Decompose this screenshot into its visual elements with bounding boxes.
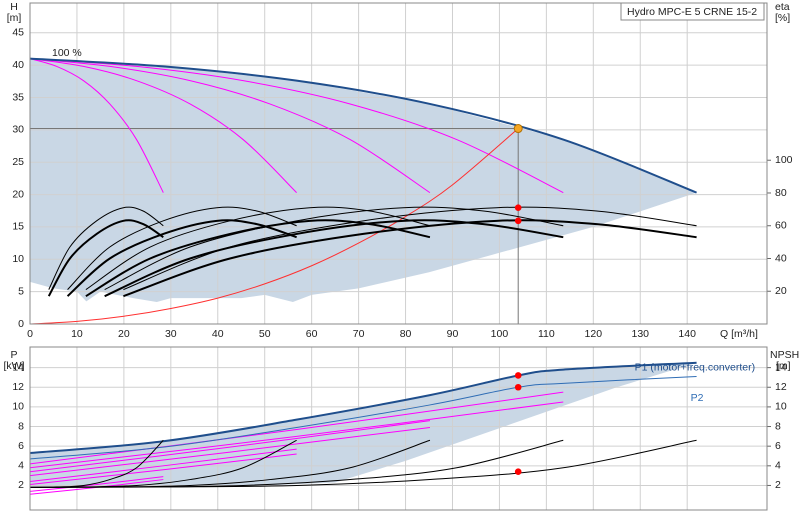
annotation: 100 %	[52, 47, 82, 59]
x-tick-label: 60	[306, 328, 318, 340]
x-tick-label: 80	[400, 328, 412, 340]
curve	[29, 439, 697, 488]
title-box	[620, 2, 765, 21]
y2-tick-label: 40	[775, 252, 787, 264]
operating-point	[514, 383, 522, 391]
x-tick-label: 140	[678, 328, 696, 340]
curve	[123, 219, 697, 298]
y2-tick-label: 2	[775, 479, 781, 491]
plot-layer: 0 10 20 30 40 50 60 70 80 90 100 110 120 130 140 0 5 10 15…	[12, 2, 793, 511]
x-tick-label: 130	[631, 328, 649, 340]
operating-range	[30, 58, 697, 302]
y2-tick-label: 10	[775, 401, 787, 413]
y-tick-label: 30	[12, 124, 24, 136]
x-tick-label: 20	[118, 328, 130, 340]
curve	[67, 206, 297, 290]
x-tick-label: 70	[353, 328, 365, 340]
chart-title: Hydro MPC-E 5 CRNE 15-2	[627, 6, 757, 18]
curve	[104, 219, 564, 298]
y2-axis-label: eta	[775, 1, 790, 13]
curve	[66, 219, 297, 297]
y-axis-label: H	[10, 1, 18, 13]
plot-frame	[29, 346, 768, 511]
y-axis-unit: [kW]	[4, 360, 25, 372]
y-tick-label: 0	[18, 318, 24, 330]
curve	[29, 375, 697, 460]
y-tick-label: 2	[18, 479, 24, 491]
operating-point	[514, 217, 522, 225]
operating-point	[514, 204, 522, 212]
y-tick-label: 25	[12, 156, 24, 168]
curve	[29, 361, 697, 455]
curve	[29, 448, 297, 483]
x-tick-label: 40	[212, 328, 224, 340]
y-tick-label: 6	[18, 440, 24, 452]
plot-frame	[29, 2, 768, 325]
y-tick-label: 20	[12, 188, 24, 200]
series-label: P2	[691, 392, 704, 404]
y-tick-label: 12	[12, 381, 24, 393]
operating-point	[514, 372, 522, 379]
y2-tick-label: 8	[775, 420, 781, 432]
y-tick-label: 15	[12, 221, 24, 233]
x-tick-label: 120	[585, 328, 603, 340]
curve	[29, 476, 164, 492]
y2-tick-label: 80	[775, 187, 787, 199]
y-tick-label: 14	[12, 361, 24, 373]
curve	[29, 128, 519, 325]
curve	[29, 427, 431, 477]
curve	[29, 58, 164, 193]
y-tick-label: 10	[12, 401, 24, 413]
curve	[29, 391, 564, 465]
y2-tick-label: 14	[775, 361, 787, 373]
y2-tick-label: 60	[775, 220, 787, 232]
y-axis-label: P	[10, 349, 17, 361]
y2-axis-unit: [m]	[776, 360, 791, 372]
curve	[29, 58, 564, 194]
y-tick-label: 45	[12, 27, 24, 39]
x-axis-label: Q [m³/h]	[720, 328, 758, 340]
curve	[29, 58, 431, 194]
y-tick-label: 8	[18, 420, 24, 432]
y2-tick-label: 100	[775, 154, 793, 166]
curve	[29, 58, 297, 193]
y-tick-label: 5	[18, 285, 24, 297]
curve	[29, 420, 431, 473]
curve	[29, 57, 697, 194]
series-label: P1 (motor+freq.converter)	[635, 361, 756, 373]
y2-tick-label: 4	[775, 460, 781, 472]
y-tick-label: 35	[12, 91, 24, 103]
x-tick-label: 50	[259, 328, 271, 340]
curve	[104, 206, 564, 291]
y2-axis-unit: [%]	[775, 12, 790, 24]
y-tick-label: 4	[18, 460, 24, 472]
y2-tick-label: 6	[775, 440, 781, 452]
y2-tick-label: 20	[775, 285, 787, 297]
y2-axis-label: NPSH	[770, 349, 799, 361]
curve	[47, 219, 164, 297]
curve	[29, 401, 564, 469]
x-tick-label: 0	[27, 328, 33, 340]
y2-tick-label: 12	[775, 381, 787, 393]
curve	[85, 206, 431, 291]
operating-point	[514, 468, 522, 476]
x-tick-label: 90	[447, 328, 459, 340]
x-tick-label: 30	[165, 328, 177, 340]
x-tick-label: 10	[71, 328, 83, 340]
y-tick-label: 40	[12, 59, 24, 71]
y-axis-unit: [m]	[7, 12, 22, 24]
operating-range	[30, 362, 697, 487]
x-tick-label: 100	[491, 328, 509, 340]
operating-point	[513, 124, 523, 134]
y-tick-label: 10	[12, 253, 24, 265]
x-tick-label: 110	[538, 328, 555, 340]
curve	[48, 206, 164, 290]
